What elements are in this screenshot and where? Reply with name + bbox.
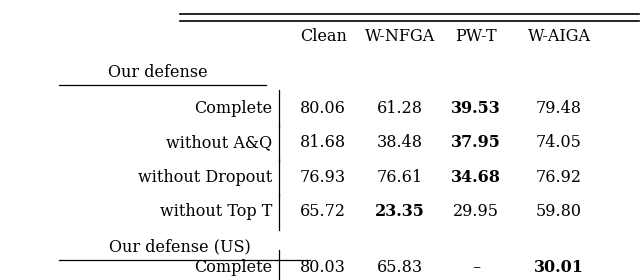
Text: 23.35: 23.35 (374, 203, 424, 220)
Text: 80.06: 80.06 (300, 99, 346, 116)
Text: without Dropout: without Dropout (138, 169, 272, 186)
Text: 39.53: 39.53 (451, 99, 501, 116)
Text: 38.48: 38.48 (377, 134, 422, 151)
Text: Clean: Clean (300, 27, 347, 45)
Text: W-NFGA: W-NFGA (365, 27, 435, 45)
Text: Complete: Complete (194, 99, 272, 116)
Text: 59.80: 59.80 (536, 203, 582, 220)
Text: without Top T: without Top T (160, 203, 272, 220)
Text: 76.93: 76.93 (300, 169, 346, 186)
Text: 76.92: 76.92 (536, 169, 582, 186)
Text: 65.72: 65.72 (300, 203, 346, 220)
Text: –: – (472, 259, 480, 276)
Text: Our defense: Our defense (108, 64, 207, 81)
Text: 79.48: 79.48 (536, 99, 582, 116)
Text: 74.05: 74.05 (536, 134, 582, 151)
Text: Complete: Complete (194, 259, 272, 276)
Text: 30.01: 30.01 (534, 259, 584, 276)
Text: W-AIGA: W-AIGA (527, 27, 591, 45)
Text: without A&Q: without A&Q (166, 134, 272, 151)
Text: 76.61: 76.61 (376, 169, 422, 186)
Text: 61.28: 61.28 (377, 99, 422, 116)
Text: 29.95: 29.95 (453, 203, 499, 220)
Text: 65.83: 65.83 (376, 259, 422, 276)
Text: 80.03: 80.03 (300, 259, 346, 276)
Text: 37.95: 37.95 (451, 134, 501, 151)
Text: PW-T: PW-T (455, 27, 497, 45)
Text: 34.68: 34.68 (451, 169, 501, 186)
Text: 81.68: 81.68 (300, 134, 346, 151)
Text: Our defense (US): Our defense (US) (109, 238, 251, 255)
